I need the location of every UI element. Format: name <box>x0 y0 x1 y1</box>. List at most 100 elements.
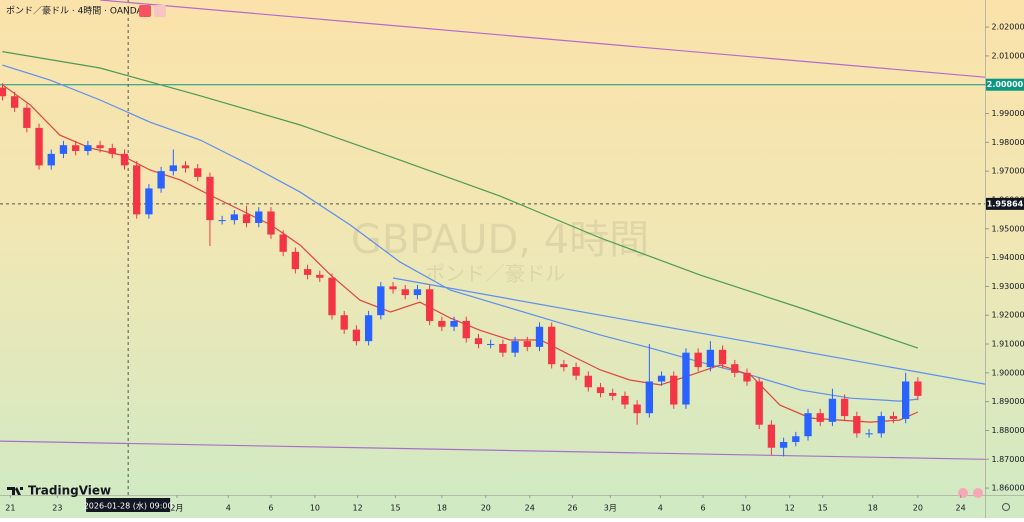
x-tick-label: 3月 <box>604 504 617 513</box>
x-tick-label: 18 <box>868 504 878 513</box>
candle-body <box>621 395 629 405</box>
x-tick-label: 23 <box>52 504 62 513</box>
candle-body <box>47 153 55 166</box>
candle-body <box>72 145 80 151</box>
y-tick-label: 1.88000 <box>991 426 1024 435</box>
candle-body <box>169 165 177 172</box>
candle-body <box>499 344 507 353</box>
candle-body <box>10 96 19 108</box>
y-tick-label: 1.91000 <box>991 340 1024 349</box>
candle-body <box>792 436 800 442</box>
y-tick-label: 1.98000 <box>991 138 1024 147</box>
candle-body <box>804 413 812 437</box>
y-tick-label: 2.01000 <box>991 51 1024 60</box>
price-label: 2.00000 <box>987 80 1024 89</box>
candle-body <box>303 269 312 275</box>
candle-body <box>157 171 165 189</box>
crosshair-y-box <box>986 197 1024 210</box>
x-tick-label: 15 <box>818 504 828 513</box>
candle-body <box>450 320 458 327</box>
candle-body <box>718 349 727 365</box>
flag-icon[interactable] <box>154 5 166 17</box>
candle-body <box>853 416 861 434</box>
candle-body <box>889 416 898 419</box>
candle-body <box>633 404 641 414</box>
candle-body <box>425 289 434 321</box>
brand: TradingView <box>28 484 111 498</box>
x-tick-label: 21 <box>5 504 15 513</box>
candle-body <box>181 165 190 169</box>
candle-body <box>609 393 617 396</box>
candle-body <box>352 329 361 342</box>
candle-body <box>877 416 885 434</box>
brand-logo: TradingView <box>7 484 111 498</box>
x-tick-label: 12 <box>785 504 795 513</box>
y-tick-label: 1.89000 <box>991 397 1024 406</box>
candle-body <box>462 320 470 339</box>
candle-body <box>23 107 31 128</box>
candle-body <box>413 289 422 296</box>
candle-body <box>267 211 275 235</box>
candle-body <box>230 214 239 221</box>
candle-body <box>840 398 849 417</box>
chart-title: ポンド／豪ドル · 4時間 · OANDA <box>6 5 143 17</box>
candle-body <box>560 364 568 368</box>
y-tick-label: 1.86000 <box>991 484 1024 493</box>
candle-body <box>596 387 605 394</box>
y-tick-label: 1.92000 <box>991 311 1024 320</box>
candle-body <box>401 289 409 296</box>
candle-body <box>645 381 654 414</box>
candle-body <box>108 148 116 154</box>
candle-body <box>389 286 397 290</box>
event-icon[interactable] <box>973 488 983 498</box>
flag-icon[interactable] <box>139 5 151 17</box>
event-icon[interactable] <box>958 488 968 498</box>
candle-body <box>755 381 763 425</box>
line <box>100 0 986 78</box>
price-label-box <box>986 78 1024 91</box>
candle-body <box>816 413 824 422</box>
candle-body <box>523 341 531 347</box>
candle-body <box>255 211 263 224</box>
candle-body <box>316 274 324 278</box>
line <box>392 277 986 385</box>
candle-body <box>779 441 788 448</box>
candle-body <box>731 364 739 373</box>
candle-body <box>291 251 300 270</box>
candle-body <box>96 145 104 149</box>
candle-body <box>487 344 495 346</box>
candle-body <box>743 372 751 382</box>
crosshair-x-box <box>86 498 171 512</box>
x-tick-label: 20 <box>481 504 491 513</box>
candle-body <box>145 188 153 215</box>
candle-body <box>35 127 43 166</box>
candle-body <box>206 176 214 221</box>
y-tick-label: 2.02000 <box>991 23 1024 32</box>
candle-body <box>59 145 68 154</box>
candle-body <box>438 320 446 327</box>
x-tick-label: 24 <box>525 504 535 513</box>
candle-body <box>377 286 385 316</box>
y-tick-label: 1.97000 <box>991 167 1024 176</box>
settings-icon[interactable] <box>1002 503 1010 511</box>
x-tick-label: 6 <box>268 504 273 513</box>
candle-body <box>584 375 592 388</box>
y-tick-label: 1.94000 <box>991 253 1024 262</box>
candle-body <box>657 375 666 382</box>
candle-body <box>218 220 226 222</box>
x-tick-label: 20 <box>913 504 923 513</box>
candle-body <box>279 234 287 252</box>
candle-body <box>511 341 519 353</box>
watermark: GBPAUD, 4時間 <box>351 217 649 263</box>
candle-body <box>328 277 336 316</box>
candle-body <box>340 315 348 330</box>
x-tick-label: 24 <box>955 504 965 513</box>
candle-body <box>133 165 141 215</box>
candle-body <box>242 214 251 224</box>
candle-body <box>194 168 202 177</box>
y-tick-label: 1.90000 <box>991 368 1024 377</box>
candle-body <box>902 381 910 419</box>
x-tick-label: 4 <box>658 504 663 513</box>
candle-body <box>364 315 373 342</box>
